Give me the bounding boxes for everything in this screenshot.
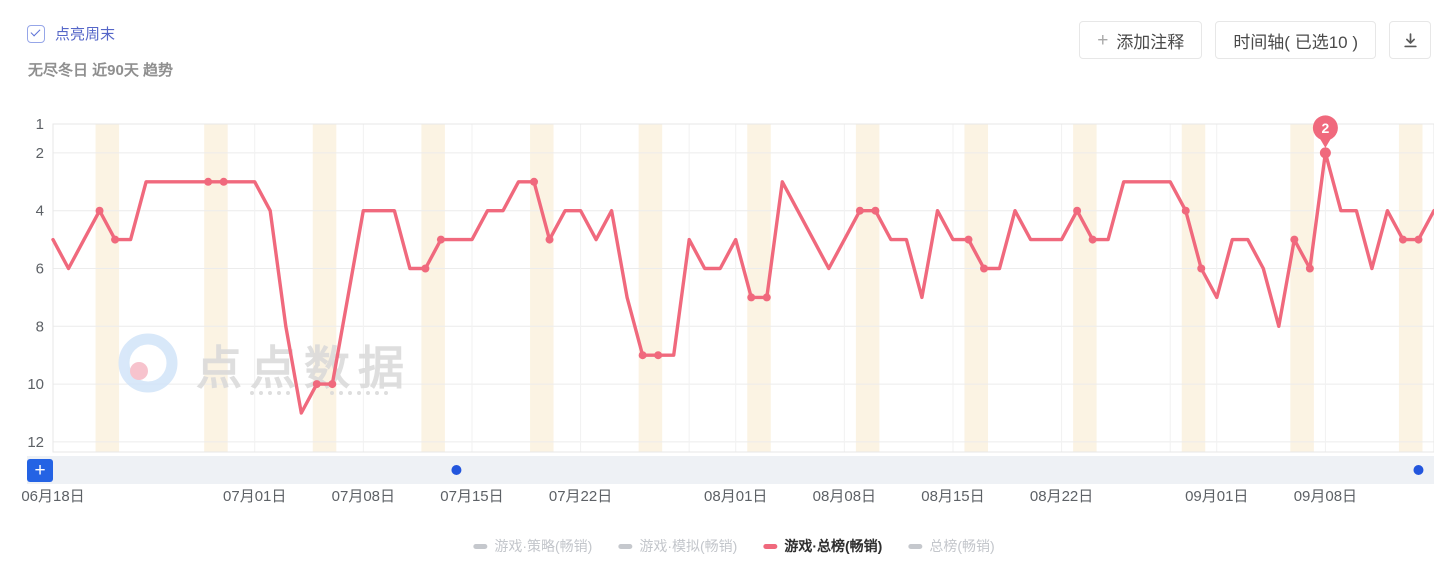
- weekend-checkbox[interactable]: [27, 24, 45, 43]
- data-point-marker[interactable]: [95, 206, 104, 215]
- x-axis-label: 07月15日: [440, 488, 503, 505]
- weekend-band: [95, 124, 120, 452]
- weekend-band: [964, 124, 989, 452]
- data-point-marker[interactable]: [219, 177, 228, 186]
- legend-item-0[interactable]: 游戏·策略(畅销): [473, 536, 592, 556]
- x-axis-label: 06月18日: [21, 488, 84, 505]
- timeline-button-label: 时间轴( 已选10 ): [1233, 32, 1358, 52]
- weekend-band: [204, 124, 228, 452]
- data-point-marker[interactable]: [1088, 235, 1097, 244]
- add-annotation-label: 添加注释: [1116, 32, 1185, 52]
- watermark-text: 点点数据: [196, 342, 412, 394]
- weekend-band: [1398, 124, 1423, 452]
- legend-item-1[interactable]: 游戏·模拟(畅销): [618, 536, 737, 556]
- x-axis-label: 08月15日: [921, 488, 984, 505]
- slider-add-button[interactable]: +: [27, 459, 53, 482]
- weekend-band: [530, 124, 554, 452]
- weekend-toggle[interactable]: 点亮周末: [27, 23, 115, 44]
- weekend-toggle-label: 点亮周末: [55, 26, 116, 43]
- legend-item-label: 游戏·总榜(畅销): [784, 538, 883, 554]
- y-axis-label: 10: [27, 376, 44, 393]
- timeline-slider-track[interactable]: [27, 456, 1434, 484]
- weekend-band: [312, 124, 337, 452]
- chart-subtitle: 无尽冬日 近90天 趋势: [28, 62, 174, 79]
- weekend-band: [1073, 124, 1097, 452]
- x-axis-label: 09月01日: [1185, 488, 1248, 505]
- x-axis-label: 07月22日: [549, 488, 612, 505]
- annotation-badge-label: 2: [1321, 120, 1329, 136]
- legend: 游戏·策略(畅销) 游戏·模拟(畅销) 游戏·总榜(畅销) 总榜(畅销): [473, 536, 995, 556]
- logo-pink-dot: [130, 362, 148, 380]
- data-point-marker[interactable]: [964, 235, 973, 244]
- y-axis-label: 6: [36, 261, 44, 278]
- legend-marker-icon: [908, 543, 923, 549]
- data-point-marker[interactable]: [638, 351, 647, 360]
- trend-line: [51, 151, 1434, 415]
- plot-border: [52, 123, 1434, 453]
- legend-marker-icon: [763, 543, 778, 549]
- x-axis-label: 07月08日: [332, 488, 395, 505]
- x-axis-label: 08月01日: [704, 488, 767, 505]
- x-axis-label: 09月08日: [1294, 488, 1357, 505]
- data-point-marker[interactable]: [1073, 206, 1082, 215]
- data-point-marker[interactable]: [1197, 264, 1206, 273]
- download-icon: [1403, 32, 1417, 47]
- toolbar: + 添加注释 时间轴( 已选10 ): [1079, 21, 1431, 59]
- plus-icon: +: [1097, 29, 1109, 51]
- data-point-marker[interactable]: [747, 293, 756, 302]
- data-point-marker[interactable]: [1181, 206, 1190, 215]
- y-axis-label: 12: [27, 434, 44, 451]
- data-point-marker[interactable]: [111, 235, 120, 244]
- x-axis-label: 08月22日: [1030, 488, 1093, 505]
- data-point-marker[interactable]: [1398, 235, 1407, 244]
- timeline-annotation-dot[interactable]: [1413, 465, 1424, 475]
- weekend-band: [638, 124, 663, 452]
- checkmark-icon: [30, 26, 41, 37]
- weekend-band: [421, 124, 445, 452]
- legend-marker-icon: [618, 543, 633, 549]
- legend-item-label: 游戏·策略(畅销): [494, 538, 593, 554]
- data-point-marker[interactable]: [436, 235, 445, 244]
- timeline-annotation-dot[interactable]: [451, 465, 462, 475]
- legend-item-label: 游戏·模拟(畅销): [639, 538, 738, 554]
- data-point-marker[interactable]: [545, 235, 554, 244]
- download-button[interactable]: [1389, 21, 1431, 59]
- annotation-balloon[interactable]: 2: [1312, 115, 1338, 148]
- data-point-marker[interactable]: [855, 206, 864, 215]
- legend-item-label: 总榜(畅销): [929, 538, 995, 554]
- data-point-marker[interactable]: [312, 380, 321, 389]
- x-axis-label: 07月01日: [223, 488, 286, 505]
- data-point-marker[interactable]: [1414, 235, 1423, 244]
- watermark: 点点数据: [118, 333, 412, 395]
- weekend-band: [1290, 124, 1314, 452]
- legend-item-2[interactable]: 游戏·总榜(畅销): [763, 536, 882, 556]
- y-axis-label: 1: [36, 116, 44, 133]
- data-point-marker[interactable]: [762, 293, 771, 302]
- weekend-band: [747, 124, 771, 452]
- data-point-marker[interactable]: [654, 351, 663, 360]
- y-axis-label: 4: [36, 203, 44, 220]
- weekend-band: [1181, 124, 1206, 452]
- data-point-marker[interactable]: [328, 380, 337, 389]
- data-point-marker[interactable]: [1305, 264, 1314, 273]
- data-point-marker[interactable]: [421, 264, 430, 273]
- weekend-band: [855, 124, 880, 452]
- data-point-marker[interactable]: [871, 206, 880, 215]
- legend-marker-icon: [473, 543, 488, 549]
- add-annotation-button[interactable]: + 添加注释: [1079, 21, 1203, 59]
- diandian-logo-icon: [118, 333, 178, 393]
- legend-item-3[interactable]: 总榜(畅销): [908, 536, 995, 556]
- data-point-marker[interactable]: [1290, 235, 1299, 244]
- timeline-button[interactable]: 时间轴( 已选10 ): [1215, 21, 1376, 59]
- x-axis-label: 08月08日: [813, 488, 876, 505]
- y-axis-label: 2: [36, 145, 44, 162]
- marked-data-point[interactable]: [1319, 147, 1331, 159]
- data-point-marker[interactable]: [530, 177, 539, 186]
- y-axis-label: 8: [36, 318, 44, 335]
- data-point-marker[interactable]: [204, 177, 213, 186]
- data-point-marker[interactable]: [980, 264, 989, 273]
